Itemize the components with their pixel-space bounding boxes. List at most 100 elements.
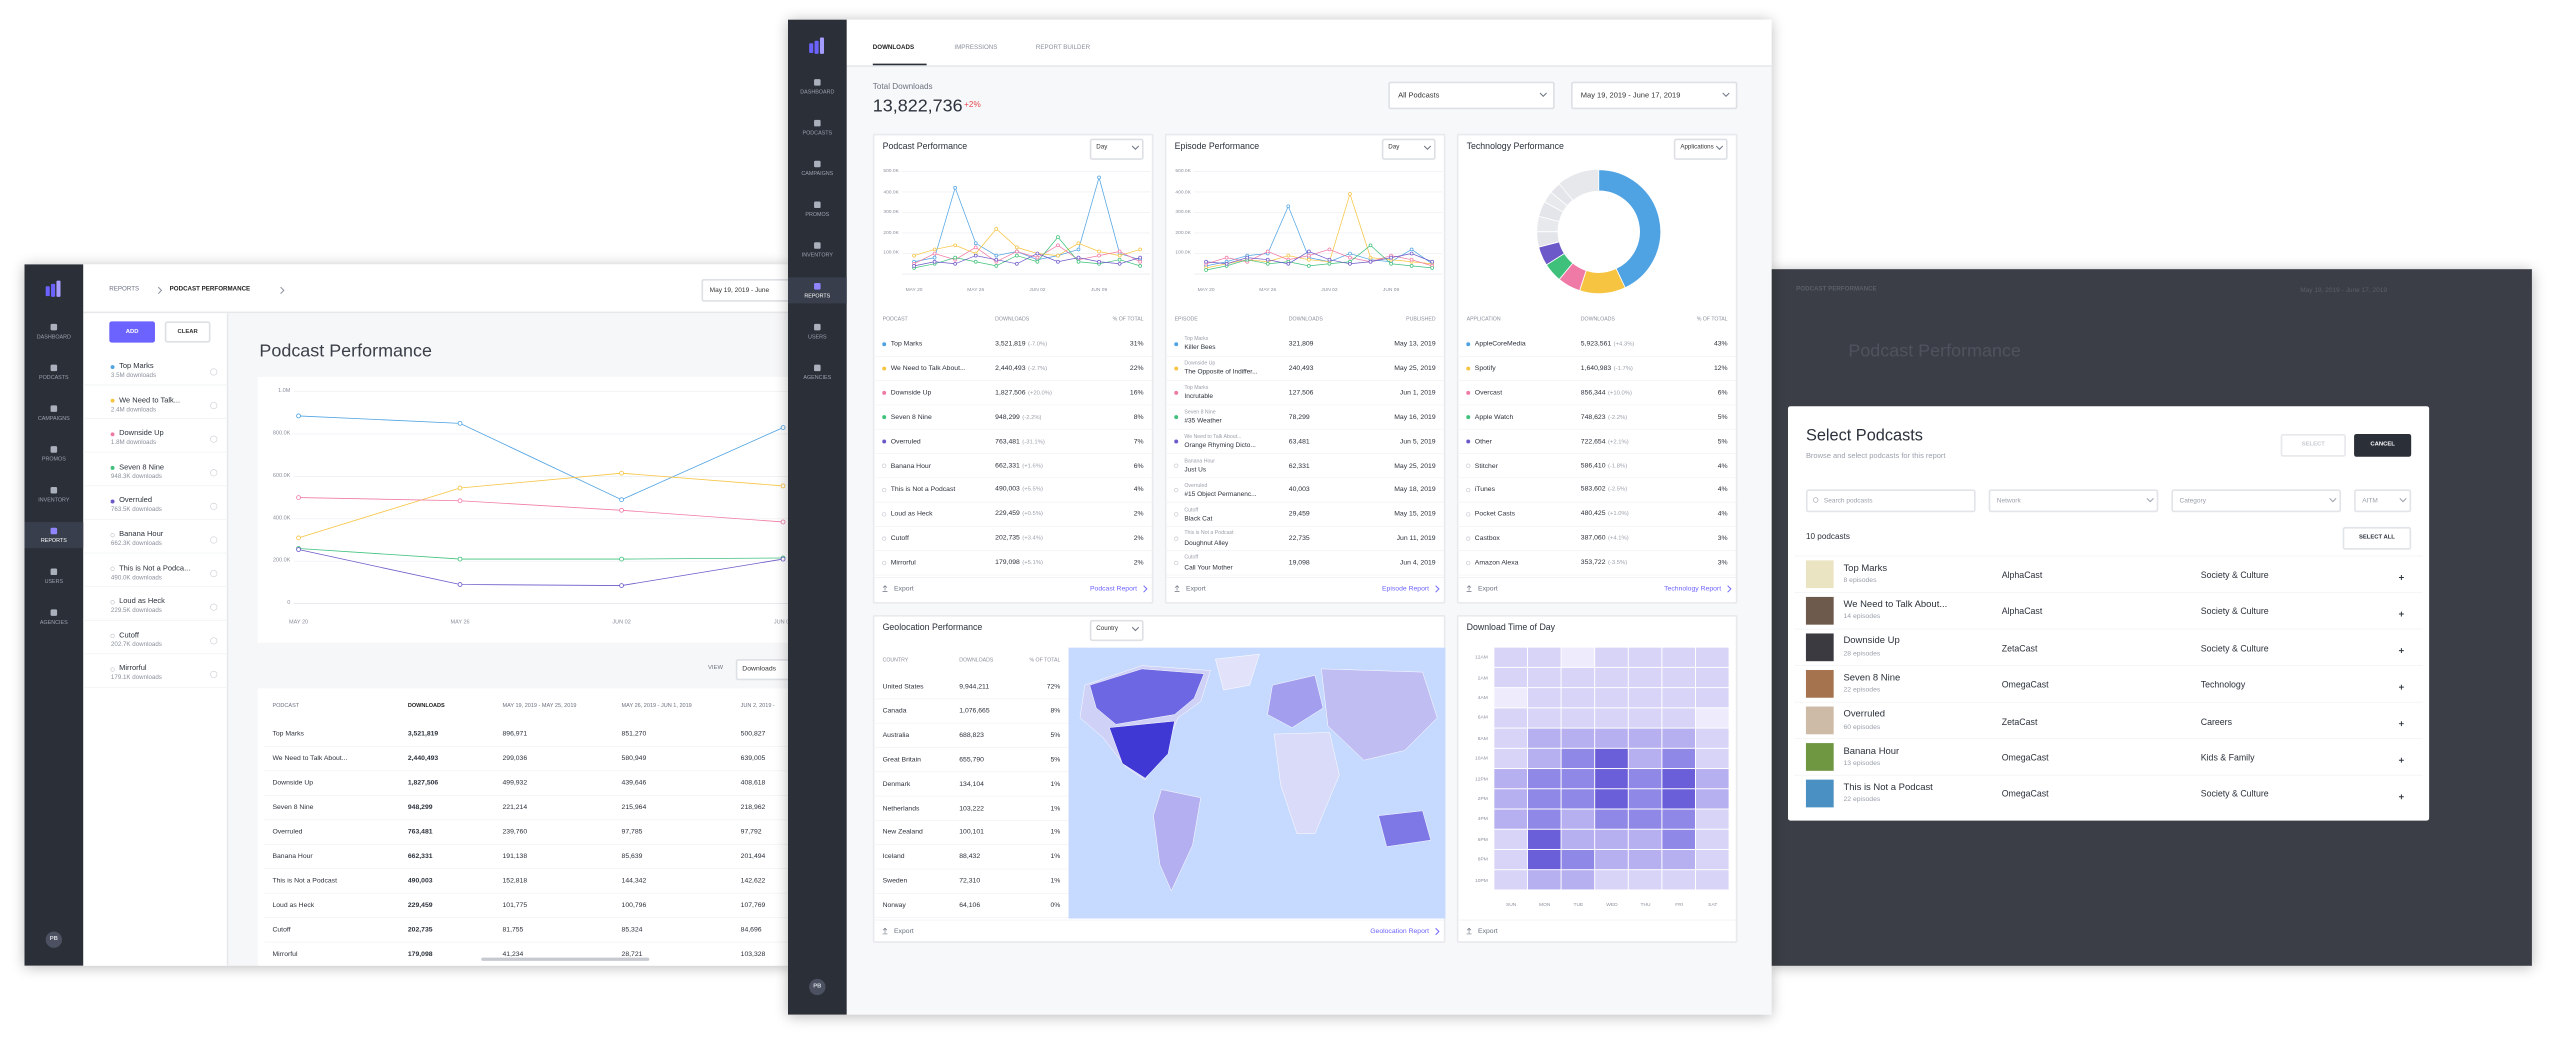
column-label: FRI <box>1675 901 1684 908</box>
view-value[interactable]: Downloads <box>742 663 777 672</box>
nav-item[interactable]: DASHBOARD <box>800 88 835 96</box>
nav-item[interactable]: INVENTORY <box>38 496 70 504</box>
podcast-name[interactable]: Loud as Heck <box>119 596 165 606</box>
report-link[interactable]: Geolocation Report <box>1370 926 1430 935</box>
period-select[interactable] <box>1089 619 1144 641</box>
column-header[interactable]: DOWNLOADS <box>407 701 445 709</box>
nav-item[interactable]: PODCASTS <box>39 374 69 381</box>
heat-cell <box>1561 829 1595 849</box>
podcast-name[interactable]: Downside Up <box>119 428 164 438</box>
nav-item[interactable]: PROMOS <box>805 211 830 218</box>
report-link[interactable]: Episode Report <box>1381 583 1430 593</box>
add-icon[interactable] <box>2398 794 2404 800</box>
nav-item[interactable]: CAMPAIGNS <box>37 414 70 422</box>
add-icon[interactable] <box>2398 575 2404 580</box>
add-icon[interactable] <box>2398 721 2404 727</box>
column-header[interactable]: PODCAST <box>272 701 300 709</box>
heat-cell <box>1595 769 1628 789</box>
filter-select[interactable] <box>2354 489 2412 513</box>
podcast-name[interactable]: Banana Hour <box>119 529 164 538</box>
filter-value[interactable]: May 19, 2019 - June 17, 2019 <box>1580 90 1681 99</box>
period-value[interactable]: Applications <box>1680 143 1714 151</box>
map-region <box>1089 668 1205 725</box>
share: 2% <box>1133 509 1144 518</box>
date-picker[interactable] <box>701 278 792 302</box>
export-link[interactable]: Export <box>1478 926 1498 935</box>
podcast-name[interactable]: Overruled <box>119 496 152 505</box>
podcast-name: Loud as Heck <box>890 509 933 518</box>
avatar-initials[interactable]: PB <box>813 982 822 989</box>
select-all-button[interactable] <box>2342 526 2412 550</box>
chevron <box>2146 498 2154 503</box>
clear-button[interactable] <box>164 321 211 343</box>
period-value[interactable]: Country <box>1096 624 1118 632</box>
column-label: SUN <box>1505 901 1517 908</box>
podcast-name[interactable]: We Need to Talk... <box>119 395 181 404</box>
card-title: Download Time of Day <box>1466 623 1556 634</box>
nav-item[interactable]: AGENCIES <box>39 618 68 626</box>
filter-label[interactable]: AITM <box>2362 495 2378 505</box>
search-input[interactable] <box>1805 489 1976 513</box>
button-label[interactable]: SELECT <box>2301 440 2325 448</box>
heat-cell <box>1527 809 1561 829</box>
nav-item[interactable]: USERS <box>44 578 64 585</box>
tab[interactable]: REPORT BUILDER <box>1035 44 1091 51</box>
export-link[interactable]: Export <box>1186 583 1206 593</box>
view-select[interactable] <box>735 658 792 680</box>
button-label[interactable]: CANCEL <box>2370 440 2395 448</box>
nav-item[interactable]: INVENTORY <box>801 251 833 259</box>
tab[interactable]: DOWNLOADS <box>872 44 915 51</box>
filter-label[interactable]: Category <box>2179 495 2207 505</box>
podcast-name[interactable]: Cutoff <box>119 630 139 639</box>
export-link[interactable]: Export <box>893 926 914 935</box>
button-label[interactable]: SELECT ALL <box>2358 533 2395 541</box>
add-icon[interactable] <box>2398 757 2404 763</box>
cancel-button[interactable] <box>2354 433 2412 457</box>
avatar-initials[interactable]: PB <box>49 935 58 942</box>
filter-select[interactable] <box>1988 489 2159 513</box>
podcast-thumbnail <box>1805 743 1834 771</box>
period-value[interactable]: Day <box>1096 143 1108 151</box>
export-link[interactable]: Export <box>893 583 914 593</box>
add-icon[interactable] <box>2398 684 2404 690</box>
nav-item[interactable]: PROMOS <box>41 455 66 463</box>
nav-item[interactable]: CAMPAIGNS <box>801 170 834 177</box>
color-dot <box>1174 487 1179 493</box>
period-select[interactable] <box>1089 137 1144 160</box>
filter-label[interactable]: Network <box>1996 495 2021 505</box>
period-value[interactable]: Day <box>1388 143 1400 151</box>
filter-select[interactable] <box>1388 81 1555 110</box>
add-icon[interactable] <box>2398 648 2404 654</box>
podcast-name[interactable]: Top Marks <box>119 361 154 370</box>
tab[interactable]: IMPRESSIONS <box>954 44 998 51</box>
period-select[interactable] <box>1381 137 1436 160</box>
nav-item[interactable]: PODCASTS <box>802 129 833 136</box>
text-layer: PODCAST PERFORMANCE May 19, 2019 - June 1… <box>1770 269 2532 966</box>
share: 3% <box>1717 533 1728 542</box>
add-button[interactable] <box>109 321 155 343</box>
search-placeholder[interactable]: Search podcasts <box>1823 495 1873 505</box>
add-icon[interactable] <box>2398 611 2404 617</box>
podcast-name[interactable]: Mirrorful <box>119 664 147 673</box>
data-point <box>296 495 301 500</box>
nav-item[interactable]: DASHBOARD <box>36 333 71 340</box>
export-link[interactable]: Export <box>1478 583 1498 593</box>
nav-item[interactable]: AGENCIES <box>803 374 832 381</box>
heat-cell <box>1662 728 1696 748</box>
nav-item[interactable]: REPORTS <box>40 537 67 544</box>
button-label[interactable]: ADD <box>125 327 139 334</box>
report-link[interactable]: Podcast Report <box>1089 583 1138 593</box>
podcast-name[interactable]: Seven 8 Nine <box>119 462 165 471</box>
report-link[interactable]: Technology Report <box>1664 583 1722 593</box>
button-label[interactable]: CLEAR <box>177 327 198 334</box>
select-button[interactable] <box>2280 433 2346 457</box>
filter-select[interactable] <box>1571 81 1738 110</box>
filter-select[interactable] <box>2171 489 2342 513</box>
podcast-name[interactable]: This is Not a Podca... <box>119 563 191 572</box>
nav-item[interactable]: REPORTS <box>804 292 831 300</box>
data-point <box>1097 253 1101 258</box>
period-select[interactable] <box>1673 137 1728 160</box>
nav-item[interactable]: USERS <box>808 333 827 340</box>
filter-value[interactable]: All Podcasts <box>1398 90 1440 99</box>
remove-icon <box>210 368 218 376</box>
